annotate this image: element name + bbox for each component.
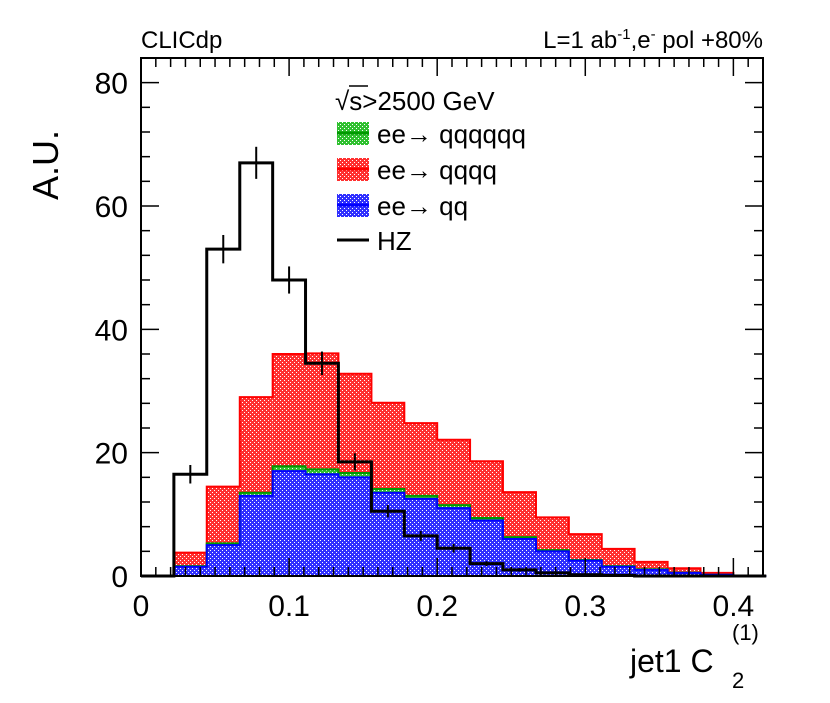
sqrt-symbol: √ (335, 86, 350, 116)
luminosity-label: L=1 ab-1,e- pol +80% (543, 26, 763, 54)
legend: √s>2500 GeV ee→ qqqqqq ee→ qqqq ee→ qq H… (335, 85, 526, 256)
bar-qq-3 (239, 495, 273, 576)
y-tick-label-1: 20 (95, 438, 128, 471)
bar-qq-10 (470, 520, 503, 576)
bar-qq-1 (173, 566, 207, 576)
x-axis-label-main: jet1 C (629, 643, 714, 679)
bar-qq-2 (206, 545, 240, 576)
outline-qqqq (141, 352, 767, 577)
luminosity-label-end: pol +80% (656, 27, 763, 54)
x-tick-label-0: 0 (133, 590, 150, 623)
x-tick-label-1: 0.1 (268, 590, 310, 623)
luminosity-label-sup: -1 (617, 26, 630, 43)
bar-qq-16 (667, 572, 701, 576)
y-tick-label-4: 80 (95, 68, 128, 101)
x-tick-label-3: 0.3 (564, 590, 606, 623)
bar-qq-9 (437, 508, 471, 576)
x-tick-label-4: 0.4 (713, 590, 755, 623)
energy-cut-label: s>2500 GeV (349, 86, 495, 116)
bar-qq-6 (338, 477, 372, 576)
stacked-bars-layer (141, 352, 767, 577)
luminosity-label-mid: ,e (631, 27, 651, 54)
x-axis-label: jet1 C (629, 643, 714, 679)
x-axis-label-sub: 2 (732, 668, 744, 693)
outline-qq (141, 470, 767, 577)
bar-qq-14 (601, 566, 635, 576)
y-axis-label: A.U. (25, 130, 66, 200)
legend-label-qq: ee→ qq (377, 191, 468, 221)
bar-qq-5 (305, 474, 339, 576)
experiment-label: CLICdp (141, 27, 222, 54)
x-tick-label-2: 0.2 (416, 590, 458, 623)
y-tick-label-3: 60 (95, 191, 128, 224)
bar-qq-15 (634, 569, 668, 576)
y-tick-label-0: 0 (111, 561, 128, 594)
x-axis-label-sup: (1) (732, 620, 759, 645)
luminosity-label-sup2: - (651, 26, 656, 43)
axes-layer: 0 0.1 0.2 0.3 0.4 0 20 40 60 80 (95, 57, 764, 623)
luminosity-label-main: L=1 ab (543, 27, 617, 54)
legend-label-hz: HZ (377, 226, 412, 256)
legend-label-qqqqqq: ee→ qqqqqq (377, 119, 526, 149)
legend-label-qqqq: ee→ qqqq (377, 155, 497, 185)
y-tick-label-2: 40 (95, 314, 128, 347)
legend-header: √s>2500 GeV (335, 86, 495, 116)
